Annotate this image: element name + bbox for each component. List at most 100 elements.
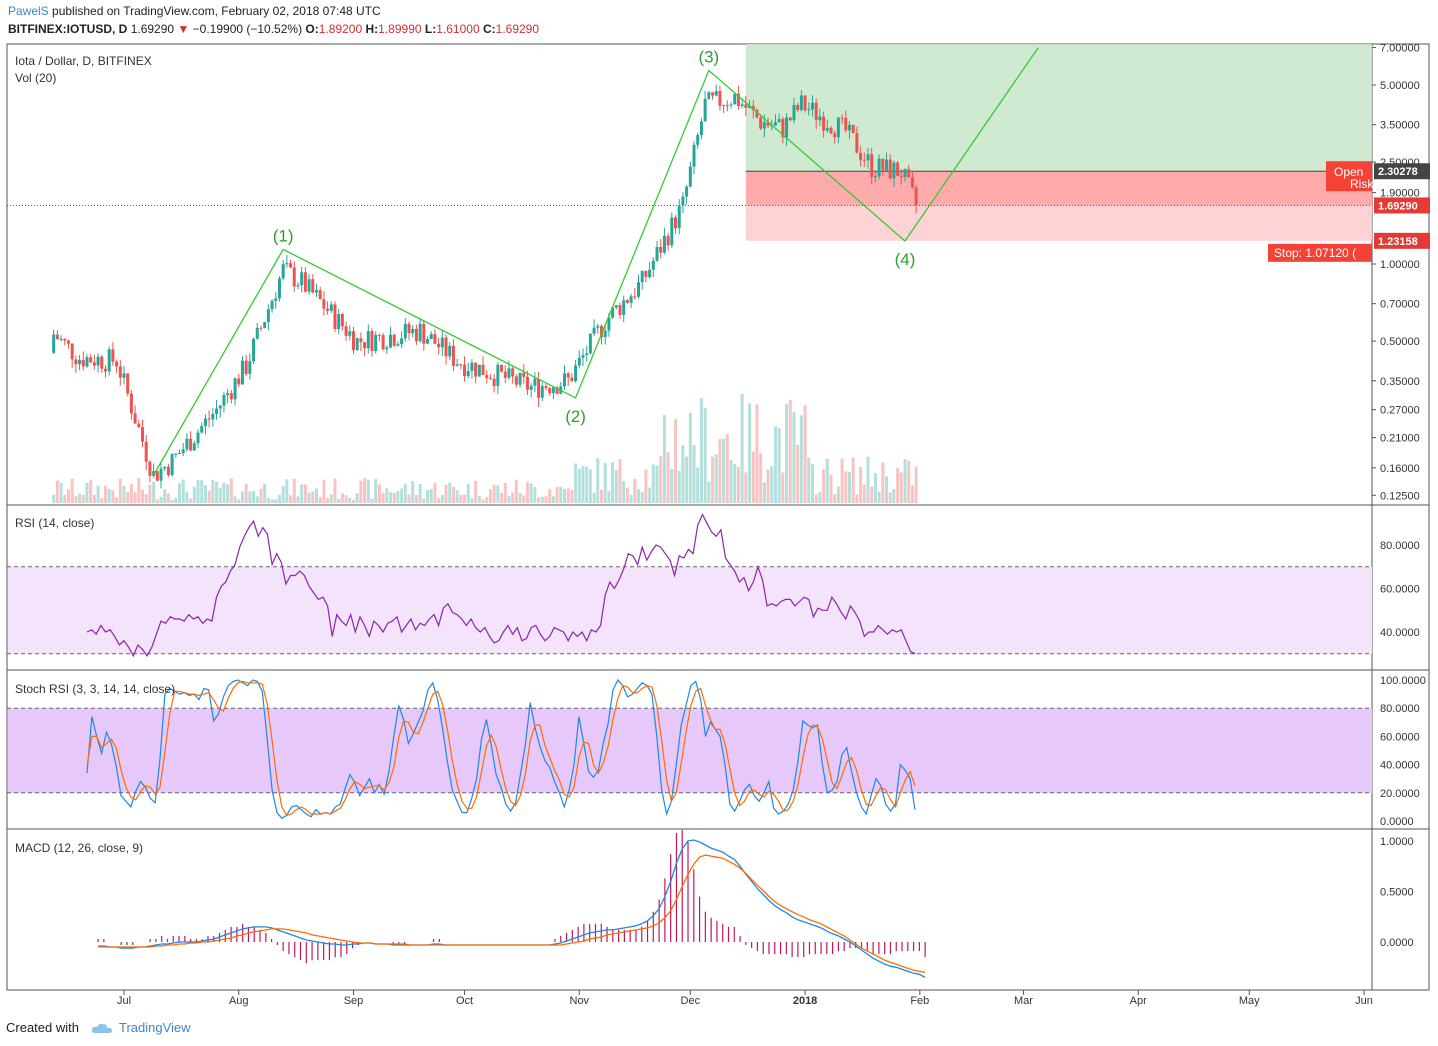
- volume-bar: [351, 499, 355, 503]
- candle: [877, 158, 881, 177]
- volume-bar: [66, 489, 70, 503]
- unrealized-loss-zone: [745, 171, 1372, 206]
- candle: [814, 102, 818, 121]
- volume-bar: [585, 466, 589, 503]
- volume-bar: [485, 497, 489, 503]
- candle: [666, 235, 670, 246]
- candle: [174, 453, 178, 455]
- wave-lines: (1) (2) (3) (4): [153, 47, 1039, 476]
- candle: [525, 376, 529, 390]
- candle: [392, 334, 396, 346]
- volume-bar: [707, 481, 711, 503]
- candle: [481, 364, 485, 376]
- volume-bar: [618, 458, 622, 503]
- candle: [252, 338, 256, 362]
- volume-bar: [799, 415, 803, 503]
- candle: [222, 395, 226, 406]
- candle: [662, 235, 666, 253]
- volume-bar: [773, 426, 777, 503]
- volume-bar: [622, 480, 626, 503]
- volume-bar: [562, 488, 566, 503]
- candle: [285, 263, 289, 265]
- candle: [370, 331, 374, 352]
- volume-bar: [70, 478, 74, 503]
- volume-bar: [740, 394, 744, 503]
- volume-bar: [722, 438, 726, 503]
- price-change: −0.19900 (−10.52%): [192, 22, 303, 36]
- candle: [152, 471, 156, 476]
- volume-bar: [466, 484, 470, 503]
- stoch-rsi-pane: [7, 678, 1372, 819]
- stoch-title: Stoch RSI (3, 3, 14, 14, close): [15, 682, 175, 696]
- candle: [766, 122, 770, 126]
- candle: [829, 127, 833, 134]
- candle: [344, 326, 348, 336]
- candle: [329, 304, 333, 311]
- candle: [648, 269, 652, 278]
- y-tick-label: 0.21000: [1380, 433, 1420, 445]
- candle: [211, 413, 215, 420]
- candle: [755, 110, 759, 118]
- candle: [451, 345, 455, 366]
- rsi-title: RSI (14, close): [15, 516, 94, 530]
- candle: [696, 134, 700, 145]
- volume-bar: [166, 493, 170, 503]
- candle: [599, 326, 603, 338]
- y-tick-label: 0.50000: [1380, 336, 1420, 348]
- open-label: Open: [1334, 165, 1363, 179]
- candle: [622, 300, 626, 316]
- publish-info: PawelS published on TradingView.com, Feb…: [8, 4, 381, 18]
- candle: [163, 466, 167, 469]
- volume-bar: [592, 492, 596, 503]
- high-label: H:: [365, 22, 379, 36]
- volume-bar: [363, 478, 367, 503]
- candle: [203, 418, 207, 427]
- volume-bar: [455, 490, 459, 503]
- volume-bar: [300, 484, 304, 503]
- last-price: 1.69290: [130, 22, 175, 36]
- target-zone: [745, 44, 1372, 172]
- volume-bar: [122, 485, 126, 503]
- volume-bar: [389, 492, 393, 503]
- volume-bar: [237, 499, 241, 503]
- volume-bar: [514, 479, 518, 503]
- y-tick-label: 1.00000: [1380, 259, 1420, 271]
- volume-bar: [677, 470, 681, 503]
- candle: [122, 373, 126, 378]
- x-tick-label: May: [1239, 995, 1260, 1007]
- volume-bar: [240, 491, 244, 503]
- volume-bar: [877, 491, 881, 503]
- tradingview-link[interactable]: TradingView: [118, 1020, 191, 1035]
- macd-pane: [97, 829, 926, 978]
- close-value: 1.69290: [495, 22, 540, 36]
- candle: [470, 362, 474, 372]
- candle: [170, 454, 174, 476]
- wave-label: (3): [698, 47, 719, 66]
- candle: [326, 308, 330, 311]
- macd-tick-label: 0.0000: [1380, 937, 1414, 949]
- tradingview-cloud-icon: [91, 1023, 112, 1033]
- volume-bar: [470, 497, 474, 503]
- x-tick-label: Jun: [1355, 995, 1373, 1007]
- volume-bar: [659, 456, 663, 503]
- candle: [596, 326, 600, 328]
- series-line: [86, 680, 916, 817]
- candle: [903, 169, 907, 178]
- volume-bar: [651, 464, 655, 503]
- candle: [500, 364, 504, 372]
- volume-bar: [222, 482, 226, 503]
- candle: [474, 362, 478, 377]
- volume-bar: [274, 499, 278, 503]
- candle: [488, 378, 492, 380]
- candle: [496, 364, 500, 387]
- candle: [822, 116, 826, 131]
- volume-bar: [666, 452, 670, 503]
- candle: [396, 344, 400, 346]
- volume-bar: [474, 480, 478, 503]
- volume-bar: [500, 492, 504, 503]
- volume-bar: [207, 490, 211, 503]
- author-link[interactable]: PawelS: [8, 4, 49, 18]
- volume-bar: [344, 495, 348, 503]
- volume-bar: [807, 457, 811, 503]
